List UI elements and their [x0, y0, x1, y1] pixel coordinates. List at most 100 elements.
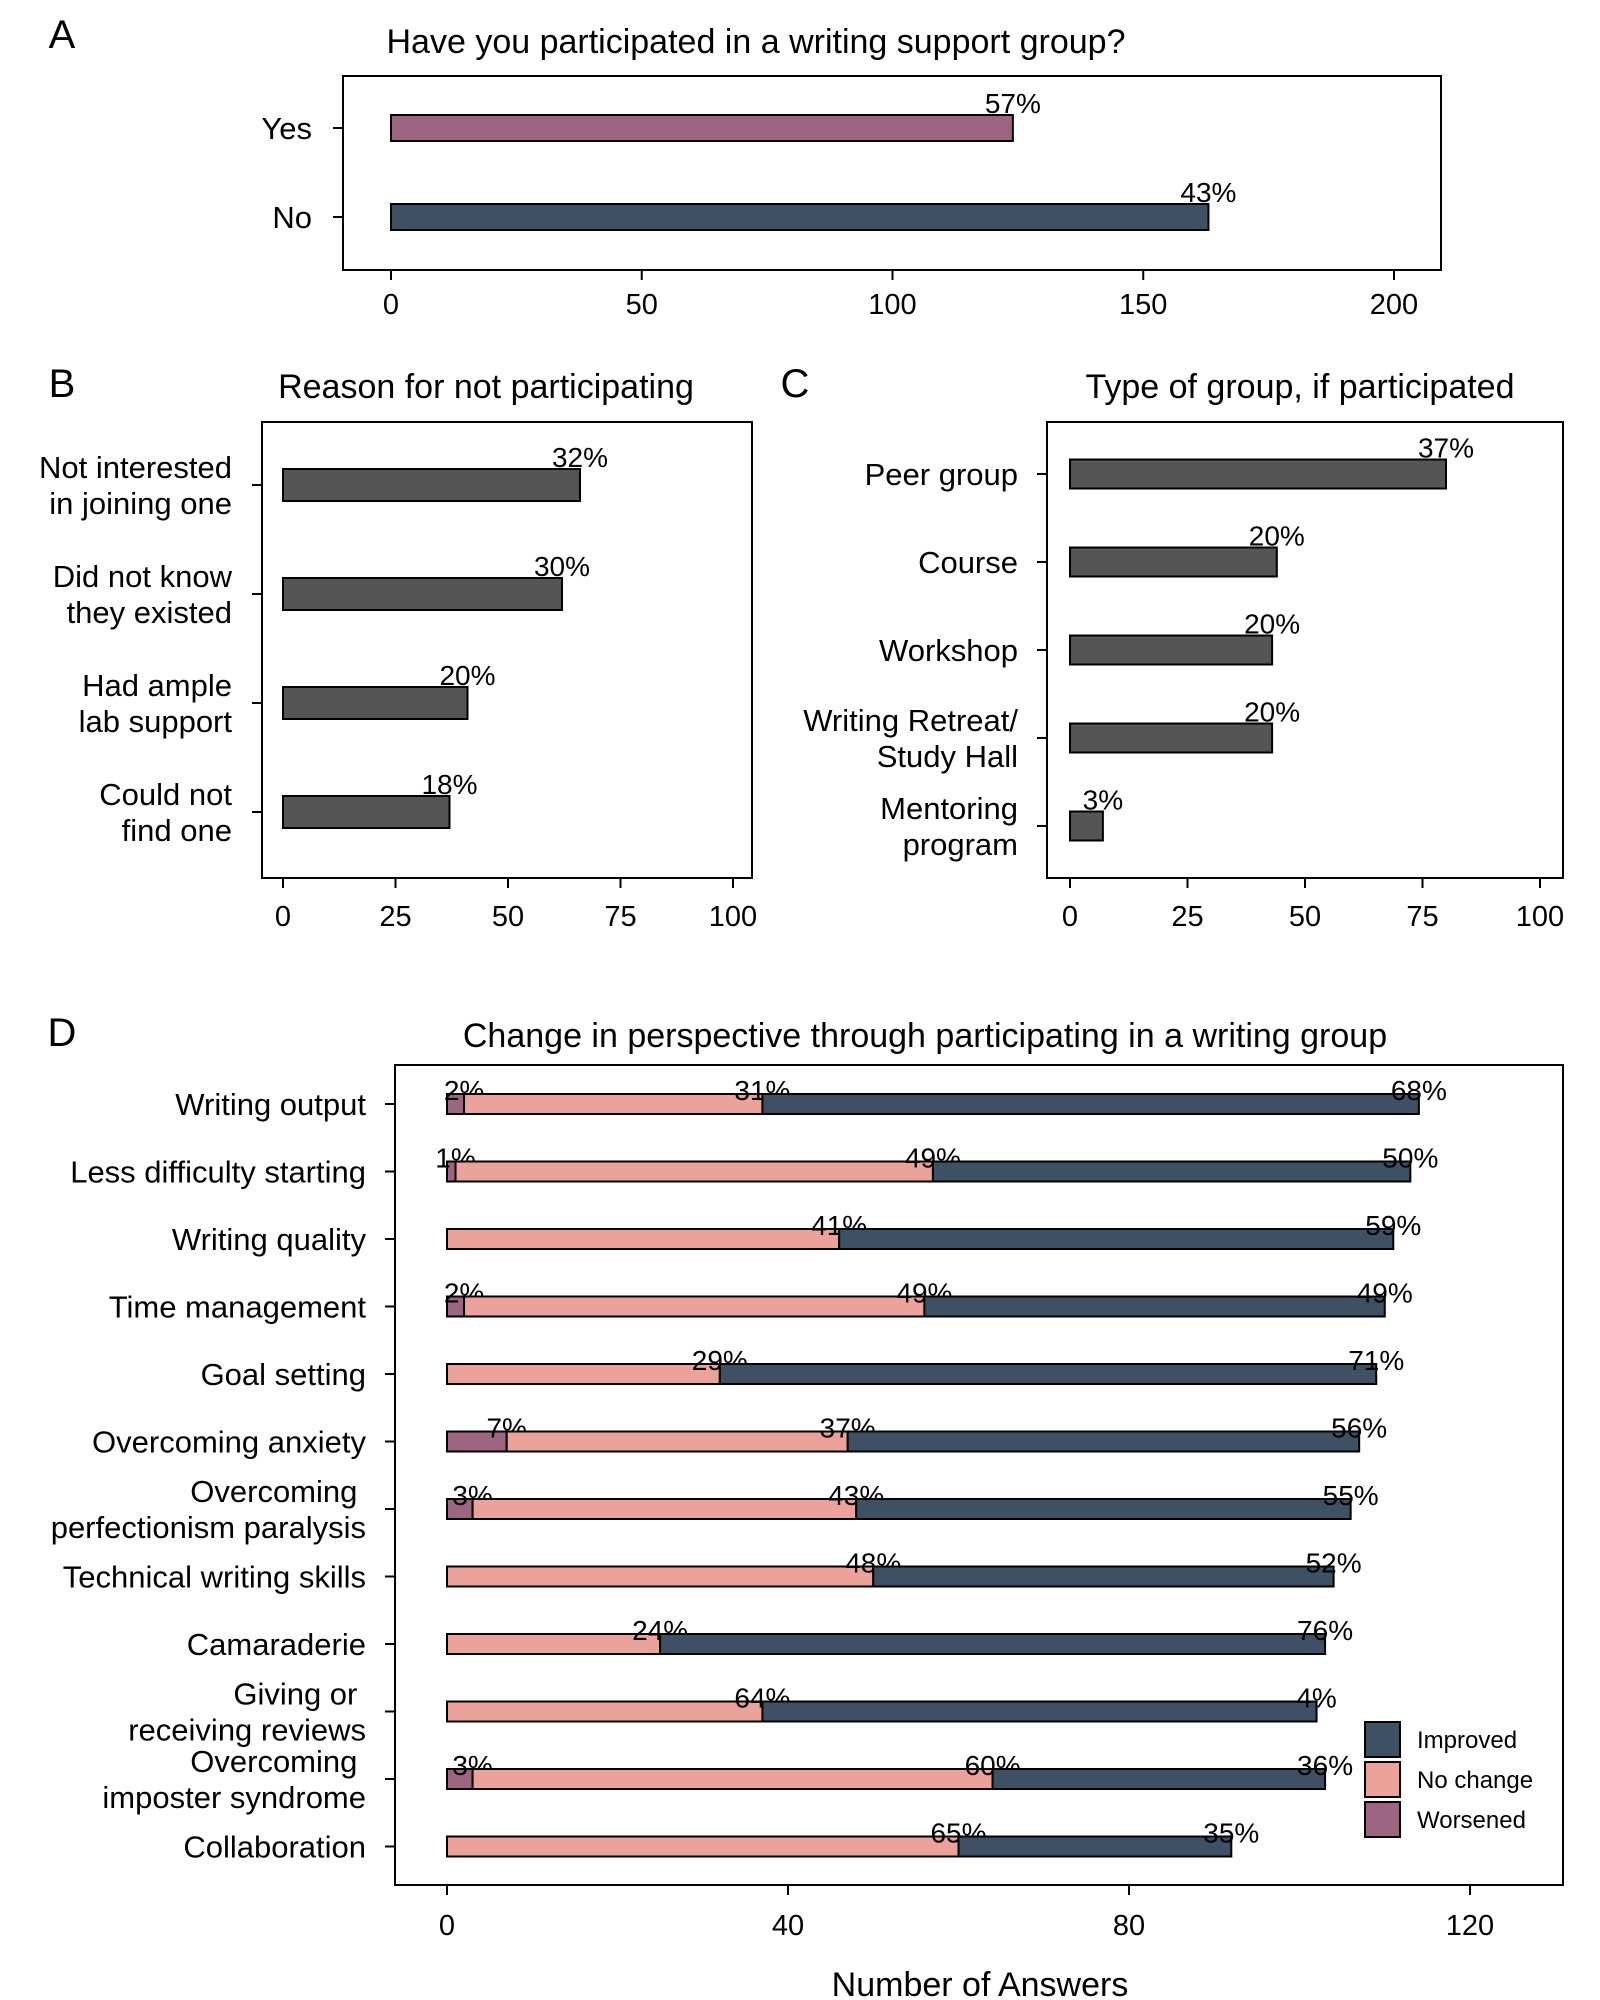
category-label-line: lab support — [79, 704, 233, 739]
category-label-line: Camaraderie — [187, 1627, 366, 1662]
panel-title-D: Change in perspective through participat… — [463, 1017, 1387, 1055]
data-label: 50% — [1382, 1143, 1438, 1174]
data-label: 52% — [1306, 1548, 1362, 1579]
x-tick-label: 150 — [1119, 289, 1167, 321]
bar — [282, 686, 469, 720]
x-tick-label: 25 — [379, 901, 411, 933]
legend-entry: No change — [1417, 1767, 1533, 1794]
x-tick-label: 75 — [604, 901, 636, 933]
category-label-line: Course — [918, 545, 1018, 580]
bar-segment-no-change — [471, 1498, 858, 1520]
panel-letter-C: C — [781, 362, 810, 406]
data-label: 20% — [1244, 609, 1300, 640]
category-label: Overcoming perfectionism paralysis — [51, 1474, 366, 1545]
category-label: Giving or receiving reviews — [128, 1677, 366, 1748]
data-label: 49% — [1357, 1278, 1413, 1309]
bar-segment-no-change — [463, 1295, 926, 1318]
category-label: Not interested in joining one — [39, 450, 232, 521]
category-label: Could not find one — [99, 777, 232, 848]
bar — [1069, 546, 1278, 578]
data-label: 4% — [1296, 1683, 1336, 1714]
category-label-line: Less difficulty starting — [70, 1155, 366, 1190]
x-tick-label: 120 — [1446, 1910, 1494, 1942]
panel-letter-A: A — [49, 13, 76, 57]
bar — [1069, 634, 1274, 666]
x-tick-label: 80 — [1113, 1910, 1145, 1942]
x-tick-label: 50 — [1289, 901, 1321, 933]
category-label-line: Overcoming — [190, 1744, 366, 1779]
bar-segment-improved — [838, 1228, 1395, 1250]
category-label-line: Goal setting — [201, 1357, 366, 1392]
bar-segment-improved — [761, 1700, 1318, 1723]
category-label: Collaboration — [183, 1830, 366, 1865]
bar — [1069, 458, 1447, 490]
category-label-line: Collaboration — [183, 1830, 366, 1865]
data-label: 76% — [1297, 1615, 1353, 1646]
category-label-line: in joining one — [49, 486, 232, 521]
category-label: Had ample lab support — [79, 668, 233, 739]
category-label-line: Overcoming anxiety — [92, 1425, 366, 1460]
data-label: 36% — [1297, 1750, 1353, 1781]
legend-swatch — [1364, 1761, 1401, 1798]
data-label: 55% — [1323, 1480, 1379, 1511]
category-label-line: Mentoring — [880, 791, 1018, 826]
category-label-line: Not interested — [39, 450, 232, 485]
bar-segment-improved — [761, 1093, 1420, 1115]
x-tick-label: 200 — [1370, 289, 1418, 321]
data-label: 32% — [552, 442, 608, 473]
x-tick-label: 100 — [709, 901, 757, 933]
bar-segment-no-change — [446, 1835, 960, 1858]
bar-segment-no-change — [463, 1093, 764, 1115]
x-tick-label: 100 — [1516, 901, 1564, 933]
category-label: Writing output — [175, 1087, 366, 1122]
data-label: 20% — [1244, 697, 1300, 728]
bar-segment-no-change — [446, 1228, 841, 1250]
category-label-line: they existed — [67, 595, 232, 630]
bar-segment-no-change — [446, 1633, 662, 1655]
bar-segment-no-change — [446, 1565, 875, 1588]
category-label: Course — [918, 545, 1018, 580]
category-label: Camaraderie — [187, 1627, 366, 1662]
data-label: 35% — [1203, 1818, 1259, 1849]
x-tick-label: 0 — [383, 289, 399, 321]
bar-segment-no-change — [454, 1160, 934, 1183]
category-label-line: Workshop — [879, 633, 1018, 668]
category-label-line: Study Hall — [877, 739, 1018, 774]
bar — [390, 203, 1210, 231]
legend-entry: Worsened — [1417, 1807, 1526, 1834]
category-label-line: program — [903, 827, 1018, 862]
data-label: 37% — [1418, 433, 1474, 464]
data-label: 56% — [1331, 1413, 1387, 1444]
panel-letter-D: D — [48, 1011, 77, 1055]
x-tick-label: 50 — [492, 901, 524, 933]
bar-segment-improved — [846, 1430, 1361, 1453]
bar — [282, 795, 451, 829]
panel-title-B: Reason for not participating — [278, 368, 694, 406]
x-axis-label: Number of Answers — [832, 1966, 1129, 2000]
panel-title-A: Have you participated in a writing suppo… — [387, 23, 1126, 61]
category-label-line: Did not know — [53, 559, 233, 594]
x-tick-label: 0 — [439, 1910, 455, 1942]
category-label: Time management — [109, 1290, 367, 1325]
bar-segment-improved — [957, 1835, 1233, 1858]
category-label-line: Yes — [261, 111, 312, 146]
category-label-line: Could not — [99, 777, 232, 812]
x-tick-label: 75 — [1406, 901, 1438, 933]
x-tick-label: 40 — [772, 1910, 804, 1942]
category-label-line: Peer group — [865, 457, 1018, 492]
category-label: Workshop — [879, 633, 1018, 668]
bar-segment-no-change — [471, 1768, 994, 1790]
category-label: Overcoming imposter syndrome — [102, 1744, 366, 1815]
category-label: Mentoring program — [880, 791, 1018, 862]
category-label-line: imposter syndrome — [102, 1780, 366, 1815]
data-label: 57% — [985, 88, 1041, 119]
data-label: 30% — [534, 551, 590, 582]
data-label: 3% — [1083, 785, 1123, 816]
category-label: Writing Retreat/Study Hall — [803, 703, 1018, 774]
category-label: Less difficulty starting — [70, 1155, 366, 1190]
bar-segment-no-change — [446, 1700, 764, 1723]
bar-segment-improved — [718, 1363, 1378, 1385]
data-label: 18% — [421, 769, 477, 800]
bar — [1069, 722, 1274, 754]
